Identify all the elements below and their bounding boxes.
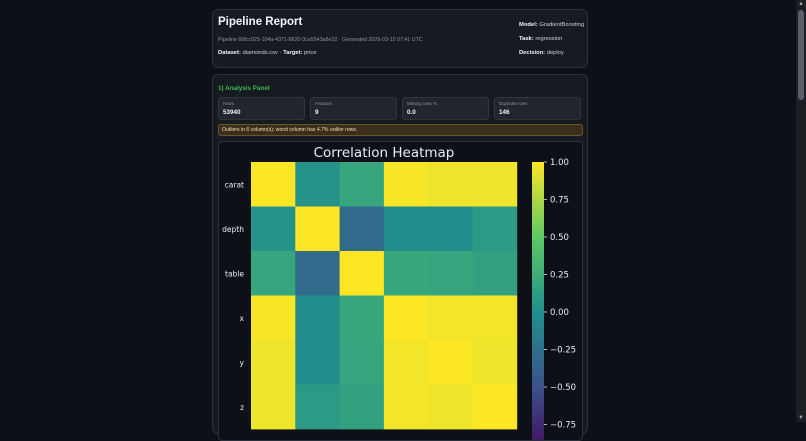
heatmap-cell-y-z	[472, 340, 518, 385]
heatmap-cell-carat-y	[428, 162, 473, 207]
dataset-value: diamonds.csv	[242, 50, 278, 56]
analysis-section-title: 1) Analysis Panel	[218, 85, 270, 92]
stat-card-duplicates: Duplicate rows 146	[494, 97, 581, 120]
decision-info: Decision: deploy	[519, 50, 564, 56]
page-scrollbar[interactable]: ▲ ▼	[796, 0, 806, 422]
heatmap-cell-table-z	[472, 251, 518, 296]
report-header-card: Pipeline Report Pipeline 66fcc025-104a-4…	[212, 9, 588, 68]
heatmap-cell-table-carat	[251, 251, 296, 296]
heatmap-cell-z-depth	[295, 384, 340, 430]
colorbar-tick-label: −0.50	[550, 383, 576, 393]
heatmap-svg: Correlation Heatmap carat depth table x y z 1…	[222, 145, 576, 440]
heatmap-cell-depth-carat	[251, 206, 296, 252]
outlier-alert: Outliers in 6 column(s); worst column ha…	[218, 124, 583, 136]
heatmap-cell-y-x	[383, 340, 429, 385]
colorbar-tick-label: 0.75	[550, 196, 569, 206]
heatmap-cell-y-carat	[251, 340, 296, 385]
heatmap-cell-depth-z	[472, 206, 518, 252]
colorbar-tick-label: 0.25	[550, 271, 569, 281]
heatmap-cell-x-y	[428, 295, 473, 341]
heatmap-cell-y-y	[428, 340, 473, 385]
heatmap-cell-z-table	[339, 384, 385, 430]
stat-value: 0.0	[407, 109, 416, 116]
heatmap-cell-depth-depth	[295, 206, 340, 252]
heatmap-cell-table-table	[339, 251, 385, 296]
heatmap-cell-depth-x	[383, 206, 429, 252]
colorbar-tick-label: −0.75	[550, 421, 576, 431]
scrollbar-thumb[interactable]	[798, 10, 804, 100]
stat-label: Features	[315, 101, 332, 106]
heatmap-cell-x-table	[339, 295, 385, 341]
stat-card-rows: Rows 53940	[218, 97, 305, 120]
model-value: GradientBoosting	[539, 22, 585, 28]
colorbar-tick-label: 0.50	[550, 233, 569, 243]
heatmap-cell-depth-y	[428, 206, 473, 252]
row-label-y: y	[240, 358, 245, 367]
chart-title: Correlation Heatmap	[314, 145, 455, 161]
heatmap-cell-z-x	[383, 384, 429, 430]
scroll-down-arrow-icon[interactable]: ▼	[798, 415, 804, 421]
heatmap-cell-table-y	[428, 251, 473, 296]
stat-card-features: Features 9	[310, 97, 397, 120]
decision-value: deploy	[546, 50, 564, 56]
page-title: Pipeline Report	[218, 16, 303, 28]
row-label-z: z	[240, 403, 244, 412]
colorbar-ticks: 1.00 0.75 0.50 0.25 0.00 −0.25 −0.50 −0.75	[544, 158, 576, 431]
colorbar-tick-label: 1.00	[550, 158, 569, 168]
stat-value: 9	[315, 109, 319, 116]
heatmap-cell-carat-table	[339, 162, 385, 207]
colorbar-tick-label: 0.00	[550, 308, 569, 318]
heatmap-cell-table-depth	[295, 251, 340, 296]
pipeline-id-line: Pipeline 66fcc025-104a-4371-8620-3ce5543…	[218, 37, 423, 43]
row-label-x: x	[240, 314, 245, 323]
stat-value: 146	[499, 109, 510, 116]
heatmap-cell-x-carat	[251, 295, 296, 341]
heatmap-cell-x-x	[383, 295, 429, 341]
heatmap-cell-y-depth	[295, 340, 340, 385]
scroll-up-arrow-icon[interactable]: ▲	[798, 1, 804, 7]
heatmap-cell-carat-depth	[295, 162, 340, 207]
dataset-target-line: Dataset: diamonds.csv · Target: price	[218, 50, 317, 56]
dataset-label: Dataset:	[218, 50, 241, 56]
heatmap-cell-table-x	[383, 251, 429, 296]
heatmap-cell-depth-table	[339, 206, 385, 252]
heatmap-cell-carat-carat	[251, 162, 296, 207]
heatmap-cell-x-depth	[295, 295, 340, 341]
target-label: Target:	[283, 50, 303, 56]
task-info: Task: regression	[519, 36, 562, 42]
decision-label: Decision:	[519, 50, 546, 56]
colorbar	[532, 162, 544, 440]
stat-label: Missing rows %	[407, 101, 437, 106]
task-label: Task:	[519, 36, 534, 42]
correlation-heatmap-chart: Correlation Heatmap carat depth table x y z 1…	[218, 141, 583, 441]
stat-card-missing: Missing rows % 0.0	[402, 97, 489, 120]
colorbar-tick-label: −0.25	[550, 346, 576, 356]
heatmap-cell-y-table	[339, 340, 385, 385]
separator: ·	[277, 50, 284, 56]
row-label-table: table	[225, 269, 244, 278]
stat-value: 53940	[223, 109, 241, 116]
stat-label: Duplicate rows	[499, 101, 528, 106]
target-value: price	[303, 50, 317, 56]
heatmap-cell-z-z	[472, 384, 518, 430]
row-label-carat: carat	[225, 180, 244, 189]
stat-label: Rows	[223, 101, 234, 106]
row-label-depth: depth	[222, 225, 244, 234]
heatmap-cell-z-carat	[251, 384, 296, 430]
heatmap-cell-carat-x	[383, 162, 429, 207]
analysis-panel: 1) Analysis Panel Rows 53940 Features 9 …	[212, 74, 588, 441]
heatmap-cell-z-y	[428, 384, 473, 430]
task-value: regression	[535, 36, 563, 42]
model-info: Model: GradientBoosting	[519, 22, 584, 28]
model-label: Model:	[519, 22, 538, 28]
heatmap-row-labels: carat depth table x y z	[222, 180, 244, 412]
heatmap-cells	[251, 162, 518, 430]
heatmap-cell-carat-z	[472, 162, 518, 207]
heatmap-cell-x-z	[472, 295, 518, 341]
